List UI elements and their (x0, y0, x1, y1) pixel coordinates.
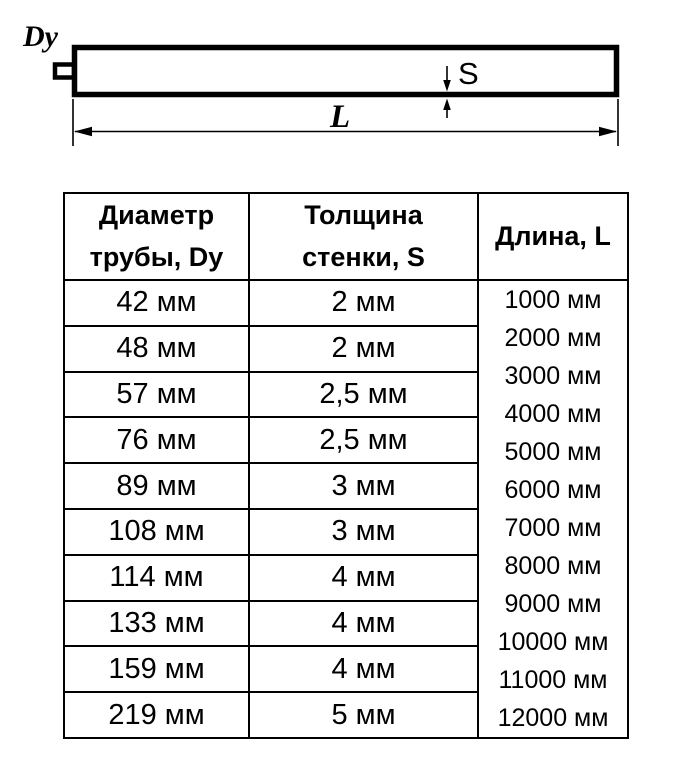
header-length: Длина, L (477, 192, 629, 281)
thickness-value: 5 мм (248, 691, 479, 739)
thickness-value: 2 мм (248, 279, 479, 327)
table-row: 159 мм 4 мм (63, 645, 628, 694)
length-value: 9000 мм (504, 590, 602, 618)
l-arrow-right-head (599, 126, 617, 137)
diameter-value: 57 мм (63, 370, 250, 419)
pipe-outline (71, 44, 620, 98)
table-row: 76 мм 2,5 мм (63, 416, 628, 465)
diameter-value: 108 мм (63, 507, 250, 556)
table-row: 219 мм 5 мм (63, 691, 628, 739)
length-list-cell: 1000 мм 2000 мм 3000 мм 4000 мм 5000 мм … (477, 279, 629, 739)
pipe-size-table: Диаметр трубы, Dy Толщина стенки, S Длин… (63, 192, 629, 739)
s-arrow-up-head (443, 98, 451, 110)
length-value: 12000 мм (497, 704, 609, 732)
length-value: 11000 мм (498, 666, 608, 694)
pipe-stub (52, 62, 77, 80)
thickness-value: 3 мм (248, 507, 479, 556)
s-arrow-down-head (443, 80, 451, 92)
length-value: 3000 мм (504, 362, 602, 390)
diameter-value: 48 мм (63, 324, 250, 373)
table-row: 108 мм 3 мм (63, 507, 628, 556)
s-label: S (458, 56, 479, 91)
length-value: 8000 мм (504, 552, 602, 580)
diameter-value: 133 мм (63, 599, 250, 648)
table-row: 89 мм 3 мм (63, 462, 628, 510)
length-list: 1000 мм 2000 мм 3000 мм 4000 мм 5000 мм … (479, 281, 627, 737)
length-value: 7000 мм (504, 514, 602, 542)
length-value: 10000 мм (497, 628, 609, 656)
header-diameter: Диаметр трубы, Dy (63, 192, 250, 281)
thickness-value: 4 мм (248, 599, 479, 648)
length-value: 1000 мм (504, 286, 602, 314)
length-value: 5000 мм (504, 438, 602, 466)
thickness-value: 2,5 мм (248, 370, 479, 419)
thickness-value: 2 мм (248, 324, 479, 373)
table-row: 48 мм 2 мм (63, 324, 628, 373)
length-value: 6000 мм (504, 476, 602, 504)
thickness-value: 4 мм (248, 553, 479, 602)
thickness-value: 2,5 мм (248, 416, 479, 465)
l-arrow-left-head (74, 126, 92, 137)
header-row: Диаметр трубы, Dy Толщина стенки, S Длин… (63, 192, 629, 281)
thickness-value: 3 мм (248, 462, 479, 510)
table-row: 57 мм 2,5 мм (63, 370, 628, 419)
header-thickness: Толщина стенки, S (248, 192, 479, 281)
pipe-diagram: Dy S L (22, 20, 620, 146)
diameter-value: 76 мм (63, 416, 250, 465)
diameter-value: 159 мм (63, 645, 250, 694)
diameter-value: 89 мм (63, 462, 250, 510)
dy-label: Dy (22, 20, 59, 53)
table-row: 42 мм 2 мм 1000 мм 2000 мм 3000 мм 4000 … (63, 279, 629, 739)
table-row: 133 мм 4 мм (63, 599, 628, 648)
diameter-value: 114 мм (63, 553, 250, 602)
table-row: 114 мм 4 мм (63, 553, 628, 602)
length-value: 4000 мм (504, 400, 602, 428)
diameter-value: 219 мм (63, 691, 250, 739)
thickness-value: 4 мм (248, 645, 479, 694)
l-label: L (329, 99, 350, 135)
length-value: 2000 мм (504, 324, 602, 352)
diameter-value: 42 мм (63, 279, 250, 327)
